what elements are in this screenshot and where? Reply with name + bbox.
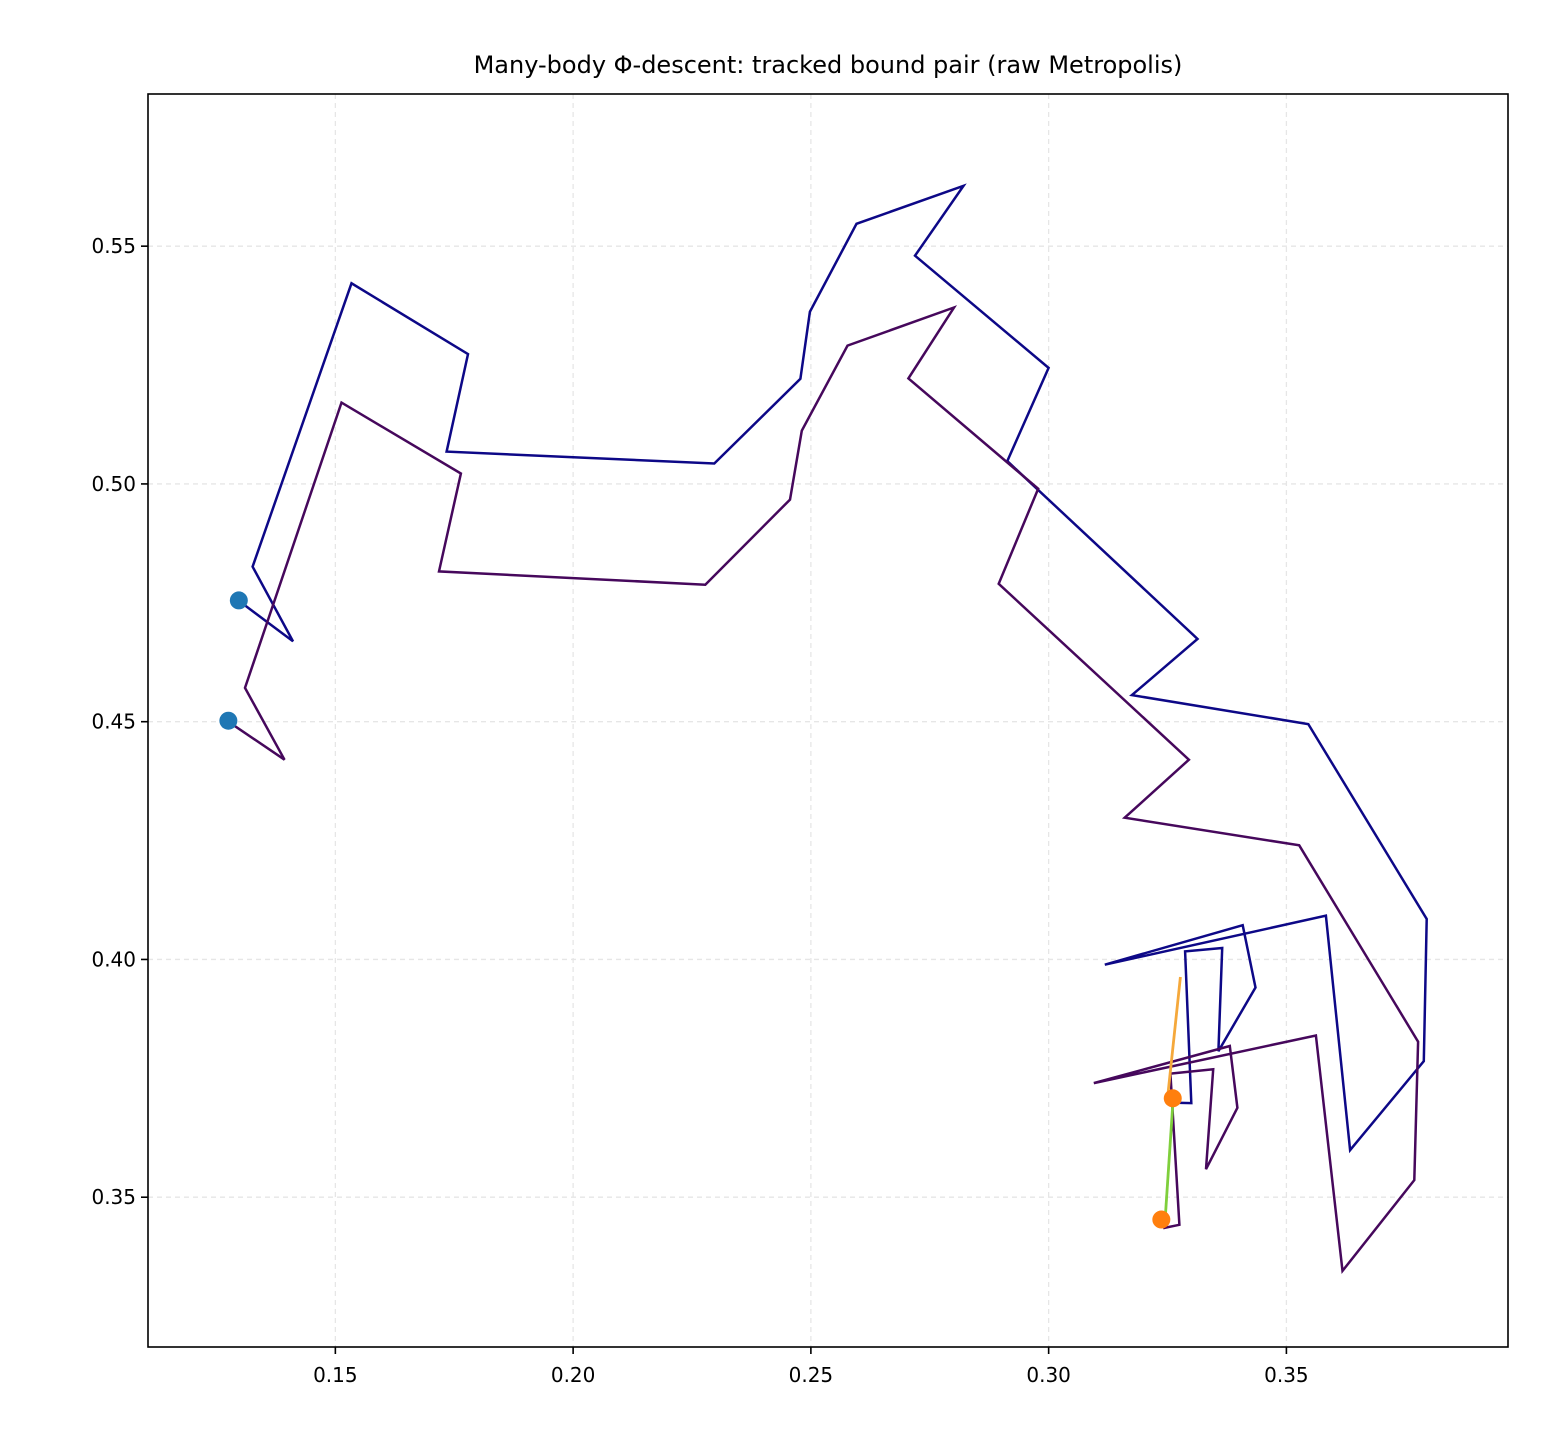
y-tick-label: 0.35 — [91, 1185, 136, 1209]
trajectory-line-3 — [1166, 976, 1182, 1099]
y-tick-label: 0.45 — [91, 710, 136, 734]
y-tick-label: 0.40 — [91, 947, 136, 971]
grid-lines — [148, 94, 1508, 1347]
x-tick-label: 0.25 — [789, 1363, 834, 1387]
y-tick-label: 0.55 — [91, 234, 136, 258]
y-tick-label: 0.50 — [91, 472, 136, 496]
x-tick-label: 0.35 — [1264, 1363, 1309, 1387]
axis-ticks: 0.15 0.20 0.25 0.30 0.35 0.35 0.40 0.45 0.50 0.55 — [91, 234, 1308, 1387]
endpoint-marker-2 — [219, 711, 238, 730]
endpoint-marker-1 — [229, 591, 248, 610]
endpoint-marker-4 — [1152, 1210, 1171, 1229]
x-tick-label: 0.20 — [551, 1363, 596, 1387]
endpoint-marker-3 — [1163, 1089, 1182, 1108]
series-lines — [227, 183, 1428, 1275]
x-tick-label: 0.30 — [1026, 1363, 1071, 1387]
endpoint-markers — [219, 591, 1182, 1229]
trajectory-line-2 — [227, 305, 1420, 1275]
axes-frame — [147, 93, 1509, 1348]
chart-title: Many-body Φ-descent: tracked bound pair … — [474, 51, 1183, 79]
x-tick-label: 0.15 — [313, 1363, 358, 1387]
trajectory-line-4 — [1163, 1098, 1175, 1221]
trajectory-line-1 — [237, 183, 1428, 1154]
